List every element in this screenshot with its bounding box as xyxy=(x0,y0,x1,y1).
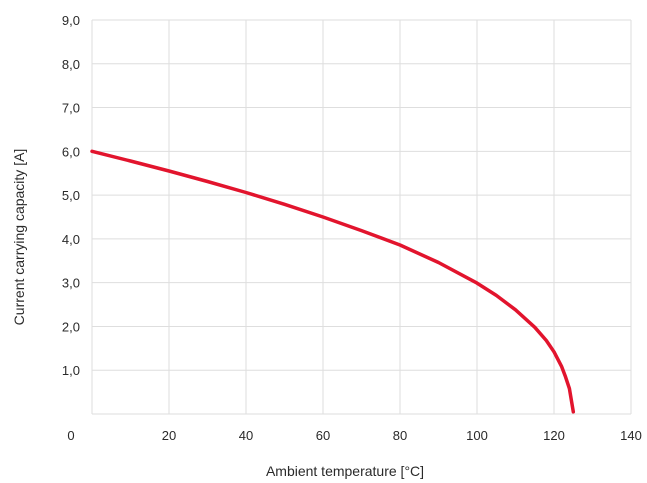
series-group xyxy=(90,149,576,414)
y-tick-label: 2,0 xyxy=(62,319,80,334)
gridlines xyxy=(91,19,632,415)
y-axis-label: Current carrying capacity [A] xyxy=(11,149,27,326)
x-axis-ticks: 0 20 40 60 80 100 120 140 xyxy=(67,428,641,443)
y-tick-label: 5,0 xyxy=(62,188,80,203)
y-tick-label: 6,0 xyxy=(62,144,80,159)
x-tick-label: 60 xyxy=(316,428,330,443)
x-tick-label: 40 xyxy=(239,428,253,443)
series-line-0 xyxy=(90,149,576,414)
y-tick-label: 7,0 xyxy=(62,101,80,116)
y-tick-label: 9,0 xyxy=(62,13,80,28)
y-tick-label: 4,0 xyxy=(62,232,80,247)
y-tick-label: 1,0 xyxy=(62,363,80,378)
x-tick-label: 20 xyxy=(162,428,176,443)
x-tick-label: 140 xyxy=(620,428,642,443)
y-tick-label: 3,0 xyxy=(62,276,80,291)
x-tick-label: 0 xyxy=(67,428,74,443)
y-axis-ticks: 1,0 2,0 3,0 4,0 5,0 6,0 7,0 8,0 9,0 xyxy=(62,13,80,378)
y-tick-label: 8,0 xyxy=(62,57,80,72)
x-tick-label: 80 xyxy=(393,428,407,443)
x-tick-label: 120 xyxy=(543,428,565,443)
x-tick-label: 100 xyxy=(466,428,488,443)
x-axis-label: Ambient temperature [°C] xyxy=(266,463,424,479)
